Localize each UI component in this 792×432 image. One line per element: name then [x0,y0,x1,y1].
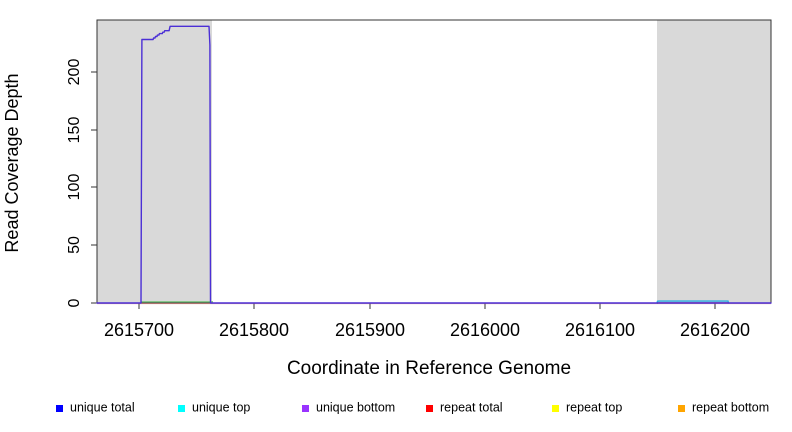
svg-text:150: 150 [66,117,83,144]
svg-text:unique top: unique top [192,401,250,415]
svg-text:2616000: 2616000 [450,320,520,340]
svg-text:Coordinate in Reference Genome: Coordinate in Reference Genome [287,358,571,379]
svg-text:unique total: unique total [70,401,135,415]
svg-text:200: 200 [66,59,83,86]
svg-text:0: 0 [66,298,83,307]
svg-text:2616100: 2616100 [565,320,635,340]
svg-text:2615900: 2615900 [335,320,405,340]
svg-text:50: 50 [66,236,83,254]
svg-text:repeat bottom: repeat bottom [692,401,769,415]
svg-text:unique bottom: unique bottom [316,401,395,415]
svg-text:2615700: 2615700 [104,320,174,340]
svg-text:Read Coverage Depth: Read Coverage Depth [2,73,22,252]
svg-text:2615800: 2615800 [219,320,289,340]
svg-text:repeat top: repeat top [566,401,622,415]
svg-text:2616200: 2616200 [680,320,750,340]
svg-text:repeat total: repeat total [440,401,503,415]
svg-text:100: 100 [66,174,83,201]
